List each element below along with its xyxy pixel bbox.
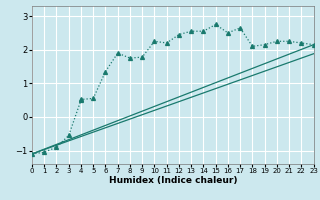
X-axis label: Humidex (Indice chaleur): Humidex (Indice chaleur) (108, 176, 237, 185)
